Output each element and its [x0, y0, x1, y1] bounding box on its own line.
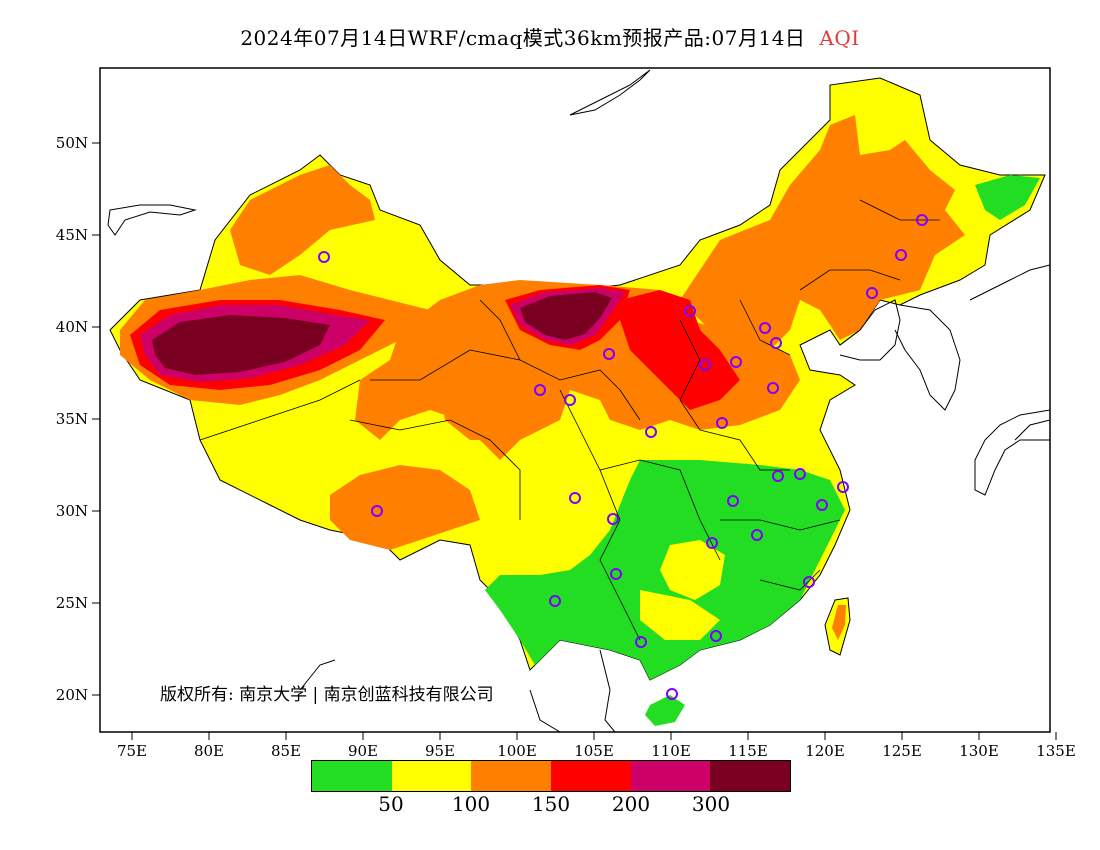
- station-marker: [837, 481, 849, 493]
- colorbar-tick-label: 50: [378, 792, 404, 816]
- station-marker: [635, 636, 647, 648]
- station-marker: [699, 359, 711, 371]
- station-marker: [534, 384, 546, 396]
- colorbar-swatch: [551, 761, 631, 791]
- colorbar-tick-label: 200: [611, 792, 651, 816]
- station-marker: [866, 287, 878, 299]
- coastlines: [107, 69, 1050, 732]
- x-tick-label: 120E: [805, 742, 845, 760]
- region-orange-xinjiang-north: [230, 165, 375, 275]
- station-marker: [318, 251, 330, 263]
- x-tick-label: 90E: [348, 742, 378, 760]
- station-marker: [803, 576, 815, 588]
- y-tick-label: 30N: [56, 502, 88, 520]
- map-title: 2024年07月14日WRF/cmaq模式36km预报产品:07月14日 AQI: [0, 22, 1100, 51]
- y-tick-label: 45N: [56, 226, 88, 244]
- colorbar-swatch: [471, 761, 552, 791]
- x-tick-label: 75E: [117, 742, 147, 760]
- x-tick-label: 95E: [425, 742, 455, 760]
- colorbar-swatch: [391, 761, 472, 791]
- region-hazardous-inner: [520, 292, 612, 340]
- x-axis: 75E 80E 85E 90E 95E 100E 105E 110E 115E 120E 125E 1…: [117, 732, 1076, 760]
- map-frame: [99, 67, 1051, 733]
- region-orange-tibet: [330, 465, 480, 550]
- region-good-hainan: [645, 695, 685, 726]
- x-tick-label: 105E: [574, 742, 614, 760]
- station-marker: [666, 688, 678, 700]
- station-marker: [569, 492, 581, 504]
- station-marker: [603, 348, 615, 360]
- station-marker: [610, 568, 622, 580]
- station-marker: [772, 470, 784, 482]
- title-main: 2024年07月14日WRF/cmaq模式36km预报产品:07月14日: [240, 26, 806, 50]
- x-tick-label: 80E: [194, 742, 224, 760]
- region-moderate-south-patch2: [640, 590, 720, 640]
- station-marker: [710, 630, 722, 642]
- y-tick-label: 20N: [56, 686, 88, 704]
- x-tick-label: 110E: [651, 742, 691, 760]
- y-tick-label: 35N: [56, 410, 88, 428]
- station-marker: [549, 595, 561, 607]
- y-tick-label: 25N: [56, 594, 88, 612]
- x-tick-label: 135E: [1036, 742, 1076, 760]
- colorbar-swatch: [312, 761, 392, 791]
- x-tick-label: 125E: [882, 742, 922, 760]
- map-content: [107, 69, 1050, 732]
- station-marker: [816, 499, 828, 511]
- station-marker: [767, 382, 779, 394]
- station-marker: [716, 417, 728, 429]
- station-markers: [318, 214, 928, 700]
- region-orange-north: [680, 115, 965, 350]
- province-borders: [199, 199, 940, 641]
- region-orange-qinghai: [440, 345, 525, 440]
- region-moderate-south-patch: [660, 540, 725, 600]
- station-marker: [706, 537, 718, 549]
- aqi-colorbar: [311, 760, 791, 792]
- station-marker: [916, 214, 928, 226]
- region-good-northeast: [975, 175, 1040, 220]
- colorbar-tick-label: 100: [451, 792, 491, 816]
- colorbar-swatch: [630, 761, 711, 791]
- station-marker: [759, 322, 771, 334]
- y-tick-label: 40N: [56, 318, 88, 336]
- x-tick-label: 85E: [271, 742, 301, 760]
- colorbar-swatch: [710, 761, 791, 791]
- x-tick-label: 115E: [728, 742, 768, 760]
- station-marker: [770, 337, 782, 349]
- region-hazardous-tarim: [152, 315, 330, 375]
- station-marker: [607, 513, 619, 525]
- station-marker: [751, 529, 763, 541]
- colorbar-ticks: 50 100 150 200 300: [0, 792, 1100, 822]
- region-orange-taiwan: [832, 605, 846, 640]
- x-tick-label: 130E: [959, 742, 999, 760]
- station-marker: [730, 356, 742, 368]
- station-marker: [727, 495, 739, 507]
- station-marker: [564, 394, 576, 406]
- x-tick-label: 100E: [497, 742, 537, 760]
- copyright-text: 版权所有: 南京大学 | 南京创蓝科技有限公司: [160, 685, 494, 705]
- y-axis: 20N 25N 30N 35N 40N 45N 50N: [56, 134, 100, 704]
- station-marker: [371, 505, 383, 517]
- colorbar-tick-label: 300: [691, 792, 731, 816]
- station-marker: [684, 305, 696, 317]
- station-marker: [645, 426, 657, 438]
- station-marker: [794, 468, 806, 480]
- title-variable: AQI: [819, 26, 860, 50]
- station-marker: [895, 249, 907, 261]
- y-tick-label: 50N: [56, 134, 88, 152]
- region-red-north: [620, 290, 740, 410]
- colorbar-tick-label: 150: [531, 792, 571, 816]
